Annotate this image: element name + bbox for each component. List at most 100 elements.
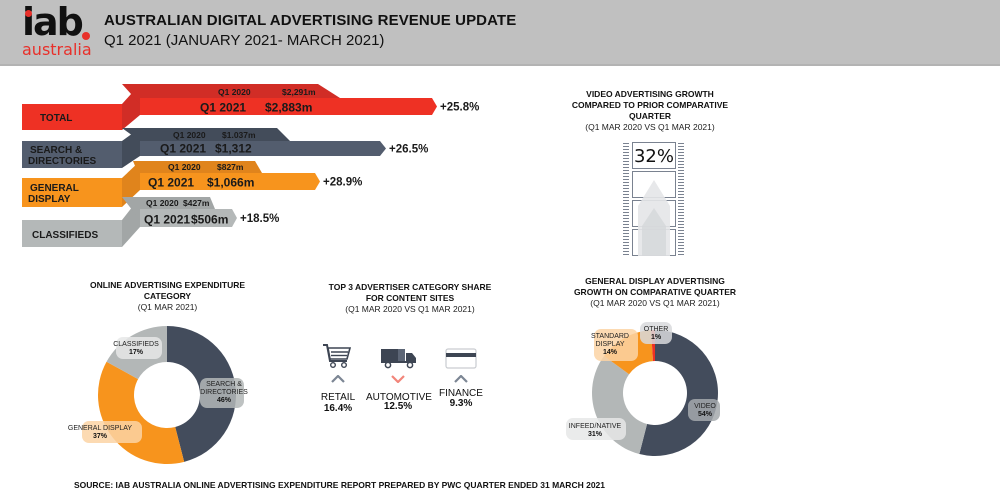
trend-up-icon — [454, 375, 468, 383]
slice-value-label: 31% — [588, 431, 603, 438]
prev-period-bar — [122, 197, 215, 220]
slice-category-label: INFEED/NATIVE — [569, 423, 622, 430]
revenue-row: Q1 2020 $2,291m Q1 2021 $2,883m +25.8% TOTAL — [22, 84, 479, 130]
row-label-block — [22, 104, 122, 130]
automotive-label: AUTOMOTIVE — [366, 392, 432, 403]
retail-label: RETAIL — [320, 392, 356, 403]
prev-period-bar — [122, 128, 290, 141]
expenditure-subtitle: (Q1 MAR 2021) — [137, 302, 198, 312]
row-label-line-2: DIRECTORIES — [28, 156, 96, 167]
growth-value: +26.5% — [389, 144, 428, 156]
slice-value-label: 1% — [651, 334, 662, 341]
finance-value: 9.3% — [449, 398, 473, 409]
revenue-row: Q1 2020 $427m Q1 2021 $506m +18.5% CLASSIFIED… — [22, 197, 279, 247]
row-label-line-1: SEARCH & — [30, 145, 82, 156]
growth-value: +18.5% — [240, 213, 279, 225]
logo-iab-text: iab — [22, 0, 84, 44]
label-pill — [566, 418, 626, 440]
curr-period-value: $1,066m — [207, 176, 254, 190]
top3-title-line-2: FOR CONTENT SITES — [365, 293, 455, 303]
finance-label: FINANCE — [439, 388, 483, 399]
slice-value-label: 14% — [603, 349, 618, 356]
display-growth-title-line-2: GROWTH ON COMPARATIVE QUARTER — [573, 287, 737, 297]
logo-period-icon — [82, 32, 90, 40]
logo-australia-text: australia — [22, 40, 92, 59]
growth-value: +25.8% — [440, 102, 479, 114]
iab-australia-logo: iab australia — [22, 0, 92, 59]
curr-period-arrow — [140, 141, 386, 156]
expenditure-title-line-1: ONLINE ADVERTISING EXPENDITURE — [89, 280, 246, 290]
video-title-line-1: VIDEO ADVERTISING GROWTH — [586, 89, 714, 99]
video-title-line-2: COMPARED TO PRIOR COMPARATIVE — [571, 100, 729, 110]
curr-period-label: Q1 2021 — [200, 101, 246, 115]
slice-category-label: DISPLAY — [595, 341, 624, 348]
donut-slice — [639, 330, 718, 456]
row-label-block — [22, 220, 122, 247]
expenditure-title-line-2: CATEGORY — [143, 291, 192, 301]
row-label-block — [22, 178, 122, 207]
page-subtitle: Q1 2021 (JANUARY 2021- MARCH 2021) — [104, 32, 385, 49]
growth-value: +28.9% — [323, 177, 362, 189]
shopping-cart-icon — [323, 344, 352, 369]
logo-dot-icon — [25, 10, 32, 17]
film-frame: 32% — [632, 142, 676, 169]
prev-period-bar — [133, 161, 262, 178]
row-label-line-2: DISPLAY — [28, 194, 71, 205]
curr-period-value: $506m — [191, 213, 228, 227]
slice-category-label: CLASSIFIEDS — [113, 341, 159, 348]
revenue-row: Q1 2020 $1.037m Q1 2021 $1,312 +26.5% SEARCH … — [22, 128, 428, 168]
film-perforation-right — [678, 142, 684, 256]
up-arrow-watermark-icon — [638, 180, 670, 256]
row-label-block — [22, 141, 122, 168]
prev-period-label: Q1 2020 — [218, 87, 251, 97]
slice-value-label: 37% — [93, 433, 108, 440]
display-growth-subtitle: (Q1 MAR 2020 VS Q1 MAR 2021) — [590, 298, 720, 308]
label-pill — [200, 378, 244, 408]
label-pill — [116, 337, 162, 359]
donut-slice — [98, 361, 185, 464]
prev-period-label: Q1 2020 — [168, 162, 201, 172]
display-growth-title-line-1: GENERAL DISPLAY ADVERTISING — [585, 276, 725, 286]
video-growth-value: 32% — [633, 146, 674, 167]
video-subtitle: (Q1 MAR 2020 VS Q1 MAR 2021) — [585, 122, 715, 132]
slice-category-label: STANDARD — [591, 333, 629, 340]
prev-period-value: $2,291m — [282, 87, 316, 97]
curr-period-label: Q1 2021 — [144, 213, 190, 227]
row-label-line-1: TOTAL — [40, 113, 72, 124]
top3-title: TOP 3 ADVERTISER CATEGORY SHARE FOR CONT… — [310, 282, 510, 304]
curr-period-value: $2,883m — [265, 101, 312, 115]
top3-subtitle: (Q1 MAR 2020 VS Q1 MAR 2021) — [345, 304, 475, 314]
slice-category-label: OTHER — [644, 326, 669, 333]
page-title: AUSTRALIAN DIGITAL ADVERTISING REVENUE U… — [104, 12, 517, 29]
slice-value-label: 17% — [129, 349, 144, 356]
prev-period-value: $827m — [217, 162, 244, 172]
slice-value-label: 46% — [217, 397, 232, 404]
row-label-line-1: GENERAL — [30, 183, 79, 194]
curr-period-label: Q1 2021 — [160, 142, 206, 156]
automotive-value: 12.5% — [383, 401, 413, 412]
revenue-row: Q1 2020 $827m Q1 2021 $1,066m +28.9% GENERALD… — [22, 161, 362, 207]
label-pill — [640, 322, 672, 344]
retail-value: 16.4% — [323, 403, 353, 414]
header-banner: iab australia AUSTRALIAN DIGITAL ADVERTI… — [0, 0, 1000, 66]
film-perforation-left — [623, 142, 629, 256]
prev-period-label: Q1 2020 — [146, 198, 179, 208]
trend-down-icon — [391, 375, 405, 383]
slice-category-label: VIDEO — [694, 403, 716, 410]
display-growth-donut-chart: VIDEO54%INFEED/NATIVE31%STANDARDDISPLAY1… — [566, 322, 720, 456]
prev-period-value: $1.037m — [222, 130, 256, 140]
slice-category-label: DIRECTORIES — [200, 389, 248, 396]
video-title: VIDEO ADVERTISING GROWTH COMPARED TO PRI… — [560, 89, 740, 122]
slice-category-label: GENERAL DISPLAY — [68, 425, 133, 432]
row-connector — [122, 128, 140, 168]
slice-category-label: SEARCH & — [206, 381, 242, 388]
credit-card-icon — [445, 348, 477, 369]
label-pill — [688, 399, 720, 421]
